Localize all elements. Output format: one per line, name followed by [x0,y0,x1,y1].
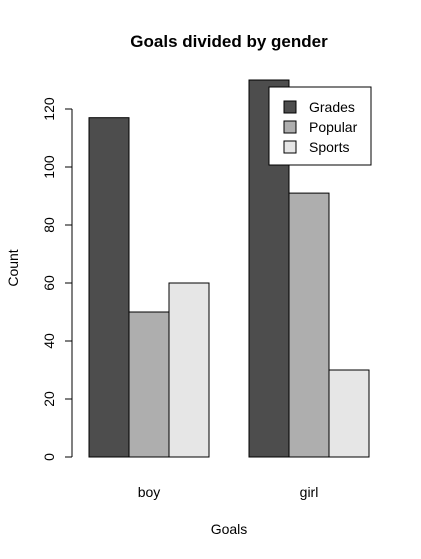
legend-label: Popular [309,119,358,135]
y-axis: 0 20 40 60 80 100 120 [41,97,73,461]
bar-boy-popular [128,311,170,458]
y-tick-label: 40 [41,333,57,349]
x-tick-labels: boy girl [138,484,319,500]
y-axis-label: Count [5,249,21,286]
y-tick-label: 80 [41,217,57,233]
legend: Grades Popular Sports [268,86,372,166]
x-axis-label: Goals [211,521,248,537]
legend-label: Sports [309,139,349,155]
bar-boy-sports [168,282,210,458]
legend-swatch [283,120,297,134]
chart-title: Goals divided by gender [130,32,328,51]
x-tick-label: boy [138,484,161,500]
legend-label: Grades [309,99,355,115]
bar-girl-popular [288,192,330,458]
legend-swatch [283,140,297,154]
bar-girl-sports [328,369,370,458]
x-tick-label: girl [300,484,319,500]
y-tick-label: 0 [41,453,57,461]
y-tick-label: 100 [41,155,57,179]
bar-boy-grades [88,117,130,458]
y-tick-label: 60 [41,275,57,291]
y-tick-label: 20 [41,391,57,407]
y-tick-label: 120 [41,97,57,121]
legend-swatch [283,100,297,114]
